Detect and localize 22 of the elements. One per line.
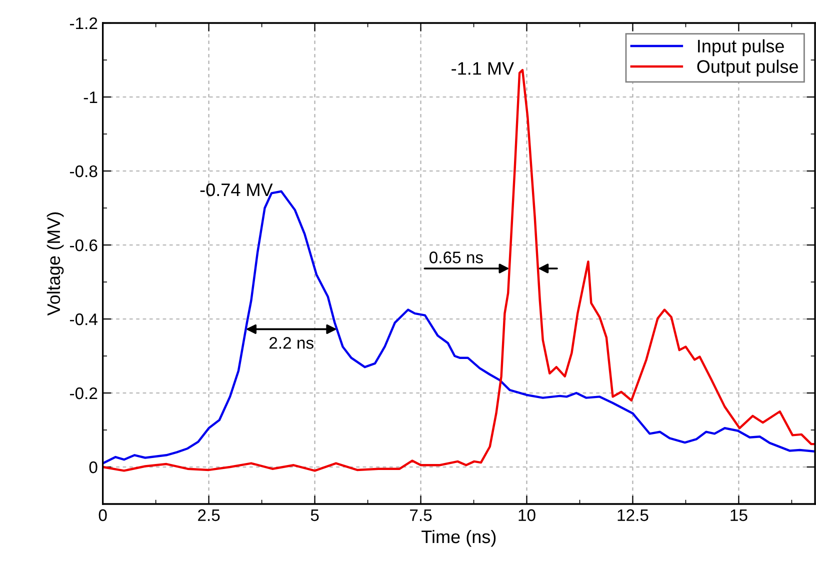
annotation: -0.74 MV	[200, 183, 273, 196]
y-tick-label: -0.2	[70, 387, 98, 400]
y-tick-label: -0.6	[70, 239, 98, 252]
y-axis-title: Voltage (MV)	[46, 212, 64, 316]
legend-label: Input pulse	[698, 39, 784, 56]
y-tick-label: -0.8	[70, 165, 98, 178]
annotation: 0.65 ns	[430, 252, 483, 264]
x-tick-label: 15	[730, 509, 748, 522]
x-tick-label: 5	[310, 509, 319, 522]
x-tick-label: 12.5	[618, 509, 648, 522]
x-axis-title: Time (ns)	[422, 530, 496, 547]
y-tick-label: -0.4	[70, 313, 98, 326]
y-tick-label: 0	[89, 461, 98, 474]
x-tick-label: 2.5	[198, 509, 220, 522]
x-tick-label: 10	[518, 509, 536, 522]
x-tick-label: 7.5	[410, 509, 432, 522]
annotation: -1.1 MV	[452, 62, 514, 75]
x-tick-label: 0	[98, 509, 107, 522]
annotation: 2.2 ns	[269, 337, 314, 349]
y-tick-label: -1.2	[70, 17, 98, 30]
legend-label: Output pulse	[697, 60, 798, 77]
y-tick-label: -1	[84, 92, 98, 104]
